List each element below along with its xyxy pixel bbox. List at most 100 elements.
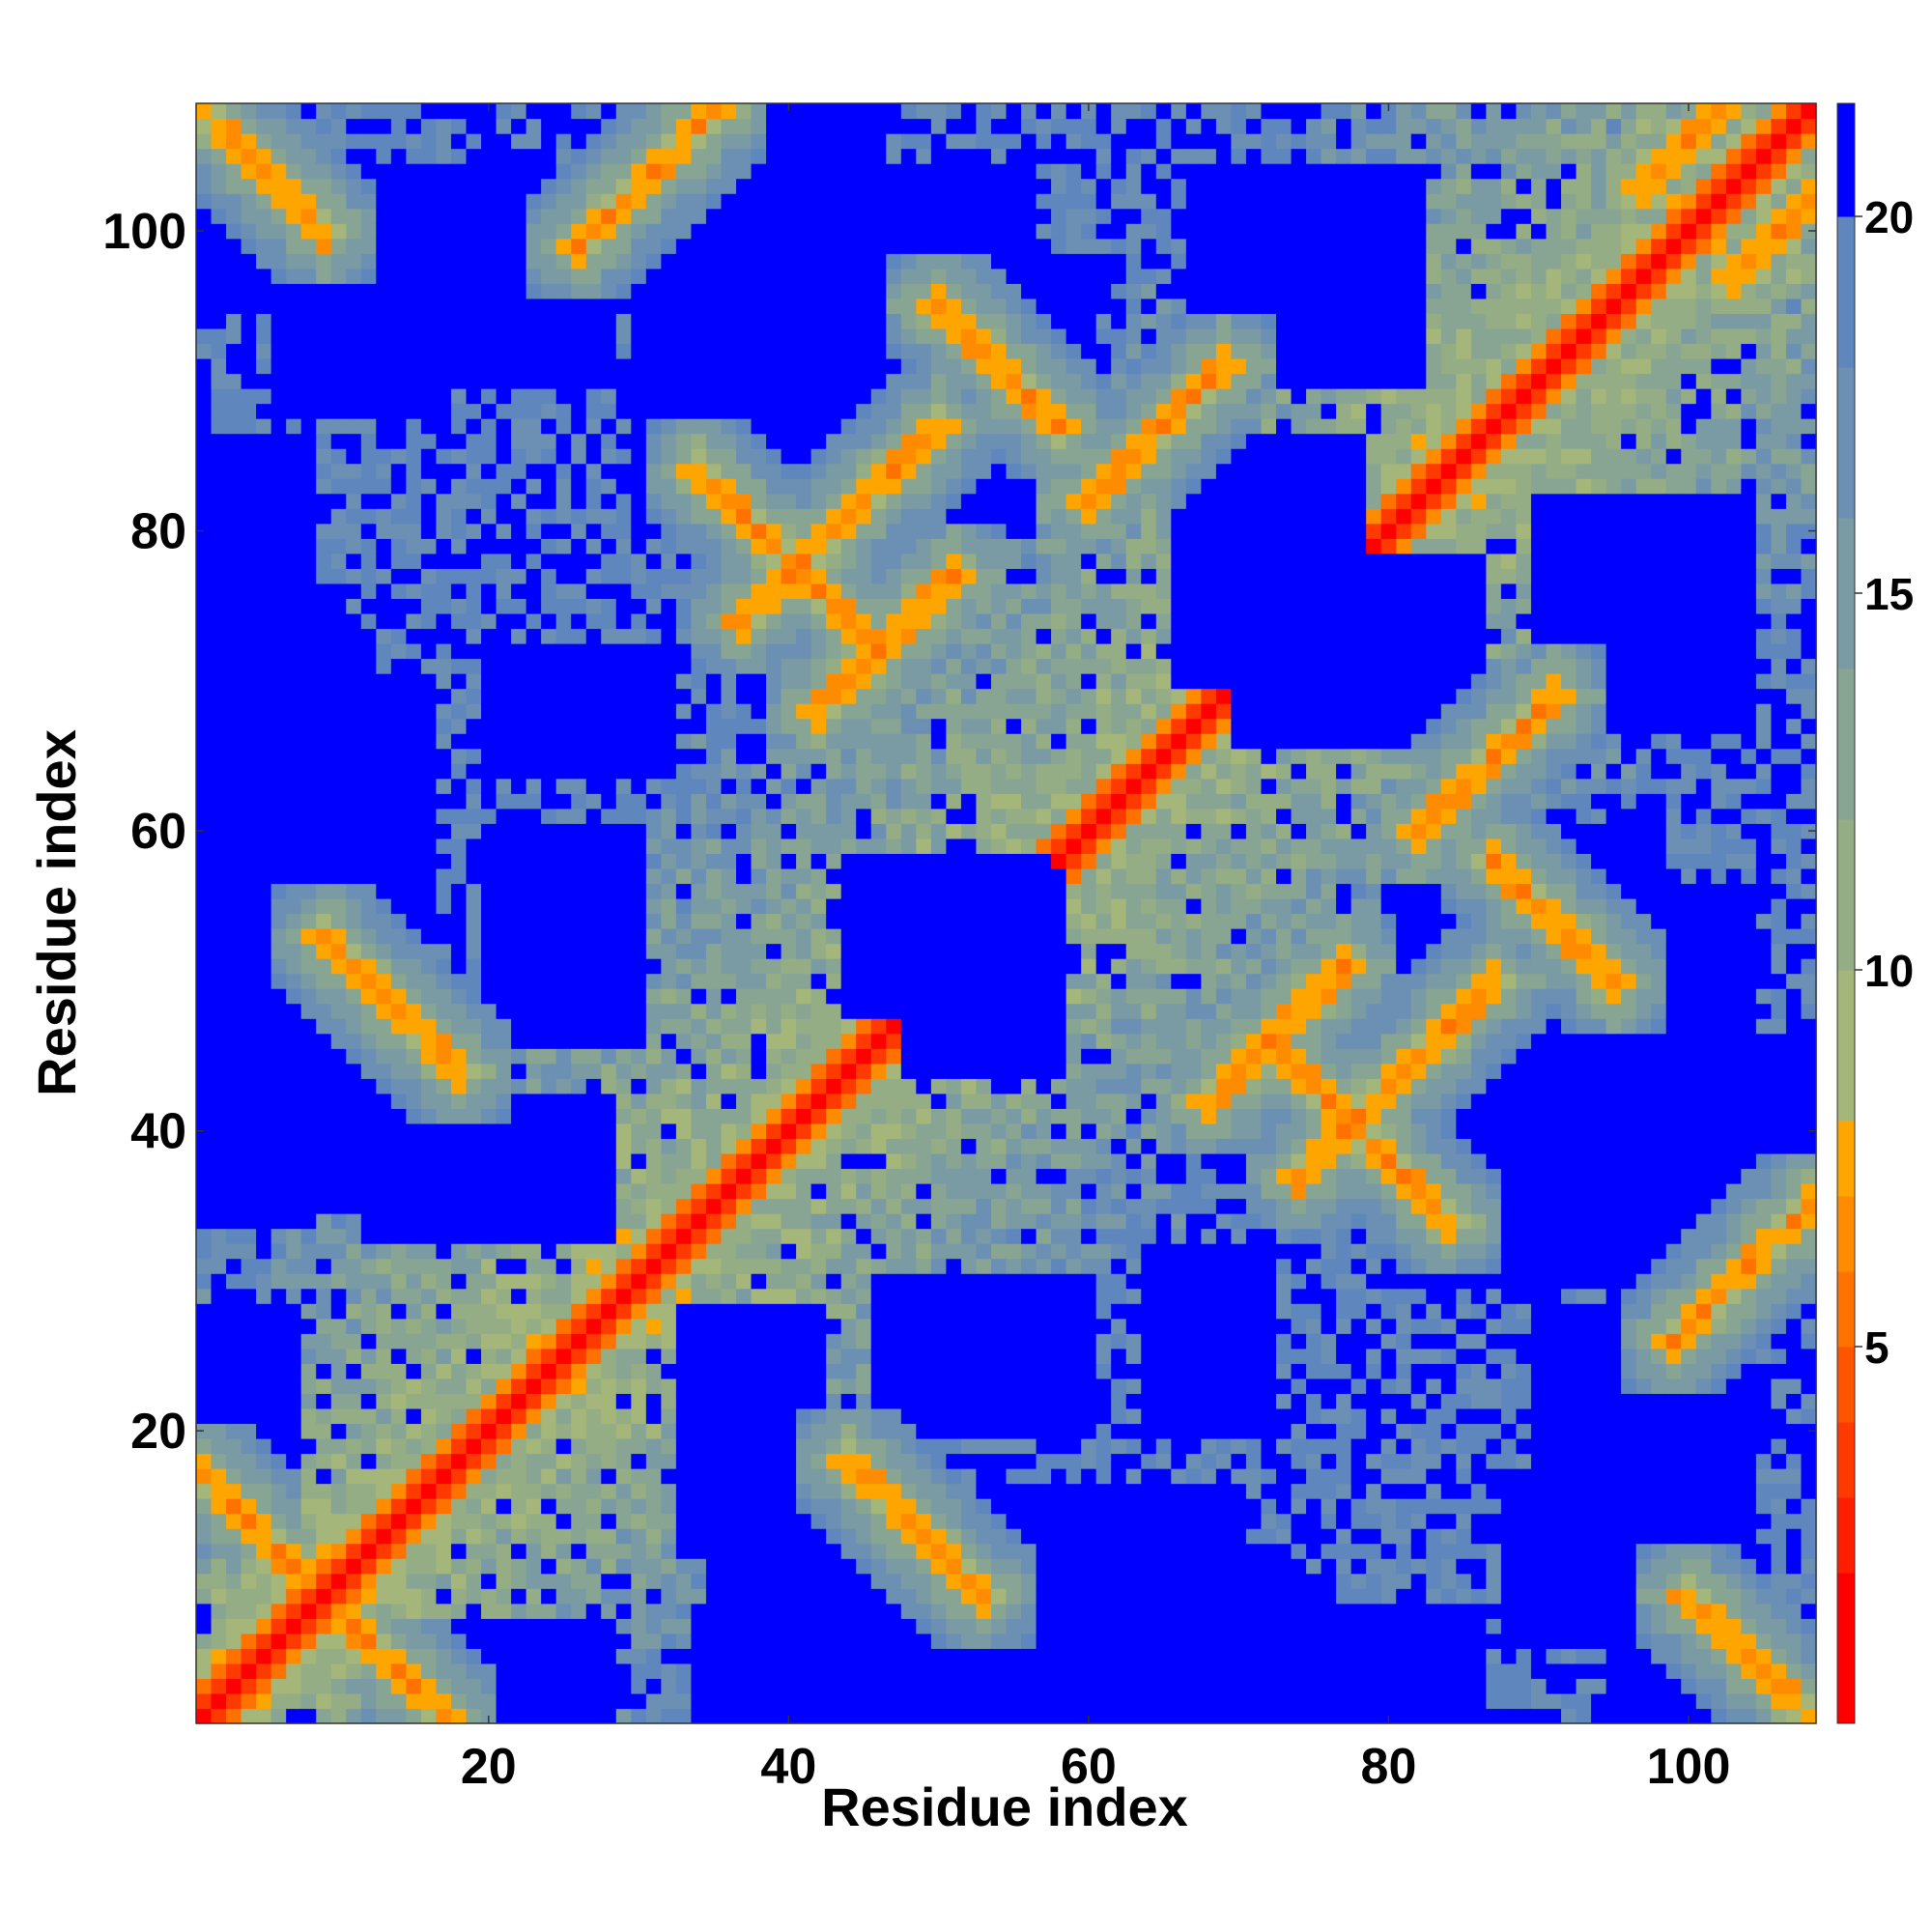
heatmap-cell bbox=[691, 1363, 707, 1379]
heatmap-cell bbox=[300, 553, 317, 569]
heatmap-cell bbox=[511, 897, 527, 915]
heatmap-cell bbox=[840, 1558, 857, 1575]
heatmap-cell bbox=[330, 493, 347, 509]
heatmap-cell bbox=[211, 1108, 227, 1124]
heatmap-cell bbox=[346, 238, 362, 254]
heatmap-cell bbox=[541, 808, 557, 824]
heatmap-cell bbox=[856, 1198, 872, 1214]
heatmap-cell bbox=[826, 568, 842, 584]
heatmap-cell bbox=[781, 163, 797, 180]
heatmap-cell bbox=[211, 238, 227, 254]
heatmap-cell bbox=[390, 988, 407, 1005]
heatmap-cell bbox=[766, 748, 782, 764]
heatmap-cell bbox=[436, 1152, 452, 1170]
heatmap-cell bbox=[781, 1333, 797, 1350]
heatmap-cell bbox=[886, 1558, 902, 1575]
heatmap-cell bbox=[196, 1437, 213, 1455]
heatmap-cell bbox=[376, 538, 392, 554]
heatmap-cell bbox=[691, 1003, 707, 1019]
heatmap-cell bbox=[840, 343, 857, 359]
heatmap-cell bbox=[601, 658, 617, 674]
heatmap-cell bbox=[705, 1692, 723, 1710]
heatmap-cell bbox=[555, 598, 572, 614]
heatmap-cell bbox=[615, 253, 632, 270]
heatmap-cell bbox=[256, 1213, 272, 1230]
heatmap-cell bbox=[196, 508, 213, 525]
heatmap-cell bbox=[270, 238, 287, 254]
heatmap-cell bbox=[390, 1437, 407, 1455]
heatmap-cell bbox=[330, 553, 347, 569]
heatmap-cell bbox=[300, 1633, 317, 1649]
heatmap-cell bbox=[796, 928, 812, 945]
heatmap-cell bbox=[450, 208, 468, 224]
heatmap-cell bbox=[601, 778, 617, 794]
heatmap-cell bbox=[196, 1122, 213, 1140]
heatmap-cell bbox=[450, 688, 468, 704]
heatmap-cell bbox=[601, 673, 617, 690]
heatmap-cell bbox=[705, 523, 723, 539]
heatmap-cell bbox=[766, 763, 782, 780]
heatmap-cell bbox=[870, 568, 887, 584]
heatmap-cell bbox=[226, 1288, 242, 1304]
heatmap-cell bbox=[436, 1138, 452, 1154]
heatmap-cell bbox=[406, 1033, 422, 1049]
heatmap-cell bbox=[330, 238, 347, 254]
heatmap-cell bbox=[330, 1513, 347, 1529]
heatmap-cell bbox=[796, 163, 812, 180]
heatmap-cell bbox=[736, 1453, 753, 1469]
heatmap-cell bbox=[571, 193, 587, 210]
heatmap-cell bbox=[736, 1228, 753, 1244]
heatmap-cell bbox=[390, 268, 407, 284]
heatmap-cell bbox=[751, 612, 767, 630]
heatmap-cell bbox=[721, 538, 737, 554]
heatmap-cell bbox=[420, 1273, 438, 1290]
heatmap-cell bbox=[420, 357, 438, 375]
heatmap-cell bbox=[481, 327, 497, 345]
heatmap-cell bbox=[810, 327, 827, 345]
heatmap-cell bbox=[615, 1003, 632, 1019]
heatmap-cell bbox=[241, 1662, 257, 1680]
heatmap-cell bbox=[661, 1122, 677, 1140]
heatmap-cell bbox=[390, 448, 407, 465]
heatmap-cell bbox=[390, 298, 407, 314]
heatmap-cell bbox=[886, 1273, 902, 1290]
heatmap-cell bbox=[390, 1692, 407, 1710]
heatmap-cell bbox=[736, 1483, 753, 1499]
heatmap-cell bbox=[390, 1152, 407, 1170]
heatmap-cell bbox=[675, 1468, 693, 1485]
heatmap-cell bbox=[645, 1348, 662, 1364]
heatmap-cell bbox=[541, 1423, 557, 1439]
heatmap-cell bbox=[615, 223, 632, 240]
heatmap-cell bbox=[886, 1288, 902, 1304]
heatmap-cell bbox=[330, 133, 347, 150]
heatmap-cell bbox=[436, 673, 452, 690]
heatmap-cell bbox=[226, 1033, 242, 1049]
heatmap-cell bbox=[870, 538, 887, 554]
heatmap-cell bbox=[481, 988, 497, 1005]
heatmap-cell bbox=[436, 1678, 452, 1694]
heatmap-cell bbox=[840, 1138, 857, 1154]
heatmap-cell bbox=[196, 1528, 213, 1545]
heatmap-cell bbox=[631, 1152, 647, 1170]
heatmap-cell bbox=[615, 958, 632, 975]
heatmap-cell bbox=[406, 193, 422, 210]
heatmap-cell bbox=[781, 943, 797, 959]
heatmap-cell bbox=[766, 958, 782, 975]
heatmap-cell bbox=[256, 958, 272, 975]
heatmap-cell bbox=[316, 1078, 332, 1094]
heatmap-cell bbox=[721, 1558, 737, 1575]
heatmap-cell bbox=[316, 1633, 332, 1649]
heatmap-cell bbox=[481, 943, 497, 959]
heatmap-cell bbox=[645, 673, 662, 690]
heatmap-cell bbox=[346, 1708, 362, 1724]
heatmap-cell bbox=[316, 1333, 332, 1350]
heatmap-cell bbox=[856, 357, 872, 375]
heatmap-cell bbox=[511, 523, 527, 539]
heatmap-cell bbox=[300, 793, 317, 810]
heatmap-cell bbox=[645, 808, 662, 824]
heatmap-cell bbox=[601, 1498, 617, 1515]
heatmap-cell bbox=[376, 1152, 392, 1170]
heatmap-cell bbox=[585, 1543, 602, 1559]
heatmap-cell bbox=[721, 1618, 737, 1634]
heatmap-cell bbox=[555, 853, 572, 869]
